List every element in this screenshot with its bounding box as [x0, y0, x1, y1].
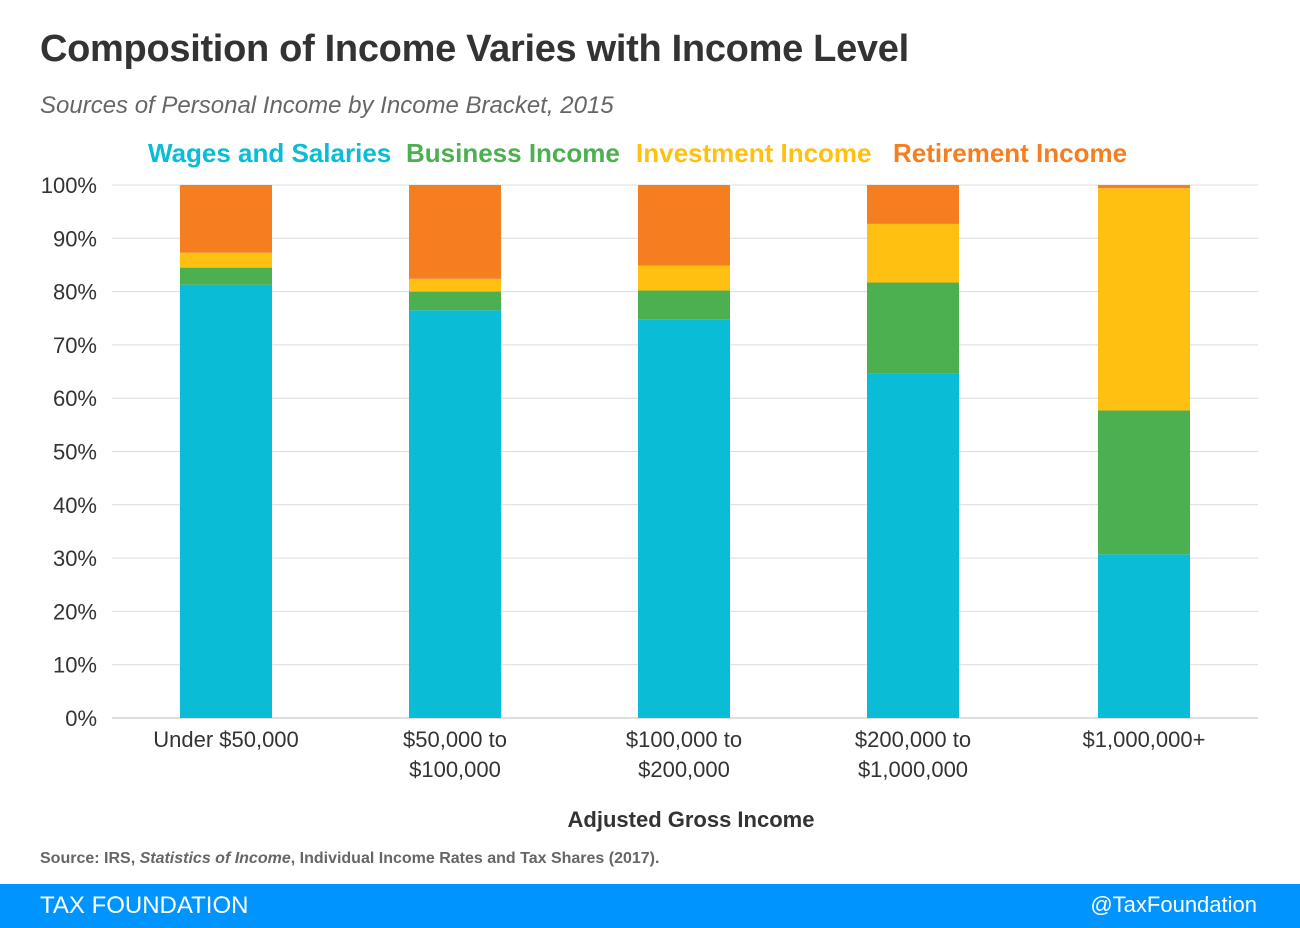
bar-segment-retirement-income — [867, 185, 959, 224]
y-tick-label: 40% — [53, 493, 97, 518]
bar-segment-business-income — [409, 291, 501, 311]
stacked-bar-chart: 0% 10% 20% 30% 40% 50% 60% 70% 80% 90% 100% Under $… — [41, 138, 1258, 832]
bar-segment-wages-and-salaries — [638, 319, 730, 718]
x-tick-label: $100,000 to — [626, 727, 742, 752]
source-italic: Statistics of Income — [139, 850, 291, 867]
y-tick-label: 30% — [53, 546, 97, 571]
bar-segment-retirement-income — [409, 185, 501, 279]
bar-segment-investment-income — [867, 223, 959, 283]
bar-segment-business-income — [867, 282, 959, 374]
y-tick-label: 0% — [65, 706, 97, 731]
footer-handle[interactable]: @TaxFoundation — [1090, 892, 1257, 917]
source-suffix: , Individual Income Rates and Tax Shares… — [290, 850, 660, 867]
bar-segment-investment-income — [638, 265, 730, 291]
bar-segment-investment-income — [409, 278, 501, 292]
bar-segment-business-income — [1098, 410, 1190, 555]
source-prefix: Source: IRS, — [40, 850, 140, 867]
bar-segment-retirement-income — [638, 185, 730, 266]
x-tick-label: $50,000 to — [403, 727, 507, 752]
y-tick-label: 50% — [53, 440, 97, 465]
bar-segment-wages-and-salaries — [867, 373, 959, 718]
x-tick-label: $200,000 — [638, 757, 730, 782]
y-tick-label: 80% — [53, 280, 97, 305]
x-tick-label: $1,000,000 — [858, 757, 968, 782]
bar-segment-investment-income — [1098, 188, 1190, 411]
chart-title: Composition of Income Varies with Income… — [40, 28, 909, 70]
x-tick-label: $200,000 to — [855, 727, 971, 752]
x-axis-title: Adjusted Gross Income — [568, 807, 815, 832]
legend-item: Wages and Salaries — [148, 138, 391, 168]
legend-item: Retirement Income — [893, 138, 1127, 168]
y-tick-label: 90% — [53, 226, 97, 251]
bar-segment-wages-and-salaries — [180, 284, 272, 718]
footer-bar — [0, 884, 1300, 928]
source-note: Source: IRS, Statistics of Income, Indiv… — [40, 850, 659, 868]
legend-item: Investment Income — [636, 138, 872, 168]
y-tick-label: 10% — [53, 653, 97, 678]
bar-segment-retirement-income — [1098, 185, 1190, 189]
x-tick-label: $100,000 — [409, 757, 501, 782]
bar-segment-retirement-income — [180, 185, 272, 253]
chart-subtitle: Sources of Personal Income by Income Bra… — [40, 92, 614, 119]
bar-segment-wages-and-salaries — [1098, 554, 1190, 718]
footer-brand: TAX FOUNDATION — [40, 892, 249, 919]
y-tick-label: 100% — [41, 173, 97, 198]
bar-segment-business-income — [180, 267, 272, 285]
y-tick-label: 20% — [53, 599, 97, 624]
legend-item: Business Income — [406, 138, 620, 168]
bar-segment-wages-and-salaries — [409, 310, 501, 718]
y-tick-label: 60% — [53, 386, 97, 411]
y-tick-label: 70% — [53, 333, 97, 358]
x-tick-label: Under $50,000 — [153, 727, 299, 752]
bar-segment-business-income — [638, 290, 730, 320]
bar-segment-investment-income — [180, 252, 272, 268]
x-tick-label: $1,000,000+ — [1083, 727, 1206, 752]
